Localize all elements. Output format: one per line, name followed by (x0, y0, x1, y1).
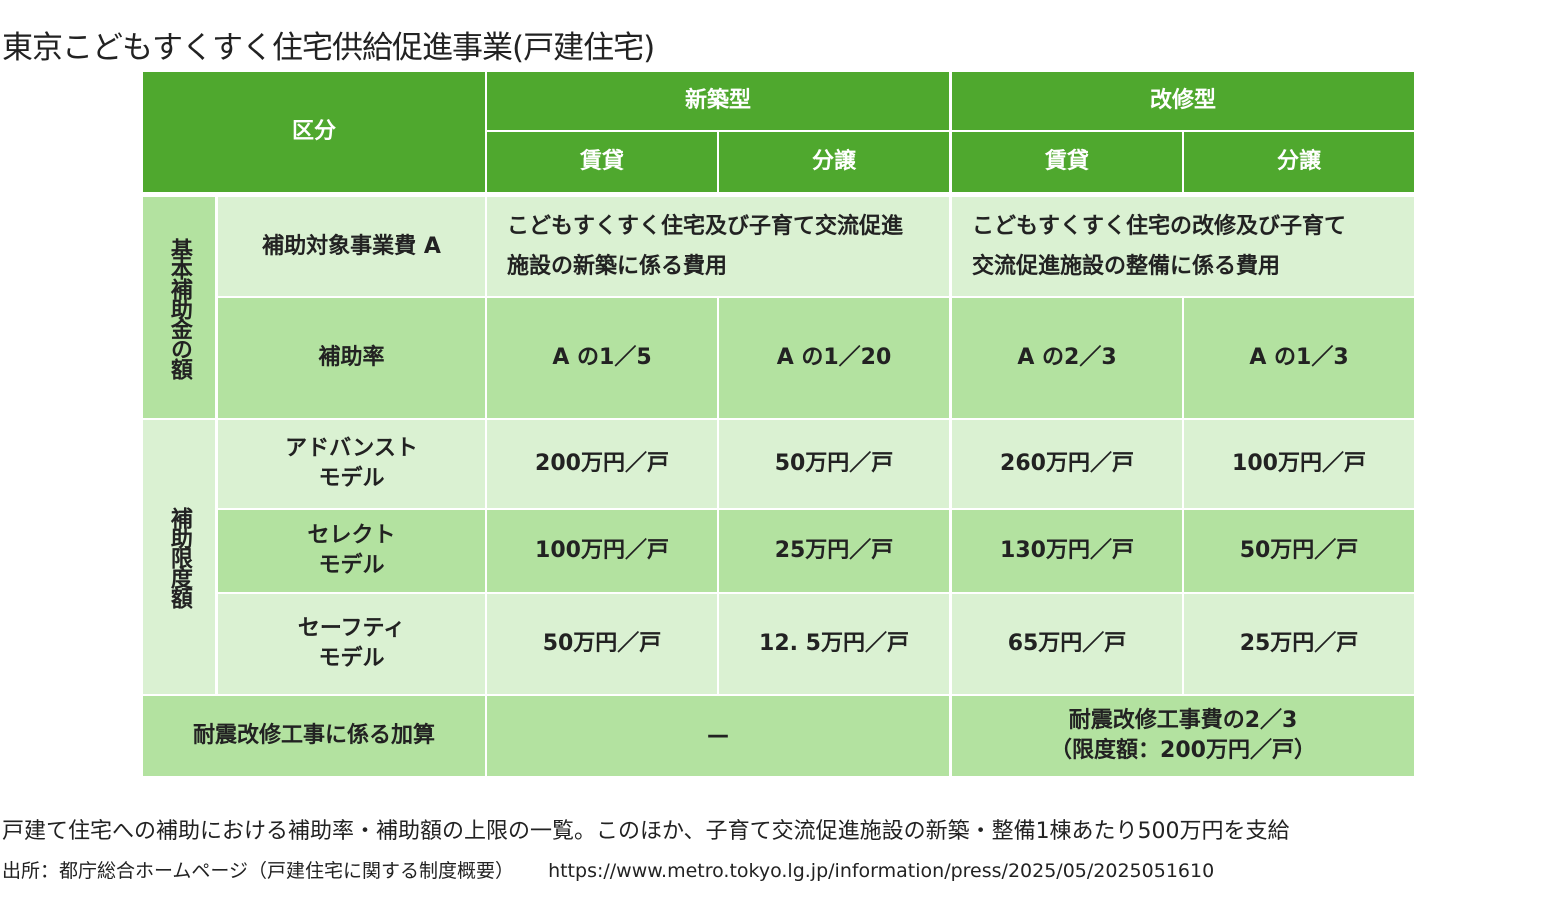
rate-value: A の1／20 (719, 298, 949, 418)
seismic-renovation: 耐震改修工事費の2／3 （限度額：200万円／戸） (952, 696, 1414, 776)
source-label: 出所：都庁総合ホームページ（戸建住宅に関する制度概要） (2, 860, 515, 882)
target-cost-renovation: こどもすくすく住宅の改修及び子育て 交流促進施設の整備に係る費用 (952, 197, 1414, 296)
page-title: 東京こどもすくすく住宅供給促進事業(戸建住宅) (2, 30, 655, 66)
group-limit: 補助限度額 (143, 420, 215, 694)
rate-label: 補助率 (218, 298, 485, 418)
limit-cell: 12. 5万円／戸 (719, 594, 949, 694)
header-reno-rental: 賃貸 (952, 132, 1182, 192)
limit-cell: 50万円／戸 (719, 420, 949, 508)
header-new-sale: 分譲 (719, 132, 949, 192)
limit-cell: 130万円／戸 (952, 510, 1182, 592)
target-cost-label: 補助対象事業費 A (218, 197, 485, 296)
header-renovation: 改修型 (952, 72, 1414, 130)
row-label-safety: セーフティ モデル (218, 594, 485, 694)
limit-cell: 25万円／戸 (1184, 594, 1414, 694)
limit-cell: 260万円／戸 (952, 420, 1182, 508)
limit-cell: 100万円／戸 (1184, 420, 1414, 508)
header-new-rental: 賃貸 (487, 132, 717, 192)
seismic-label: 耐震改修工事に係る加算 (143, 696, 485, 776)
target-cost-new-build: こどもすくすく住宅及び子育て交流促進 施設の新築に係る費用 (487, 197, 949, 296)
limit-cell: 25万円／戸 (719, 510, 949, 592)
caption: 戸建て住宅への補助における補助率・補助額の上限の一覧。このほか、子育て交流促進施… (2, 819, 1290, 844)
source: 出所：都庁総合ホームページ（戸建住宅に関する制度概要） https://www.m… (2, 856, 1214, 883)
header-category: 区分 (143, 72, 485, 192)
seismic-new-build: — (487, 696, 949, 776)
row-label-advanced: アドバンスト モデル (218, 420, 485, 508)
row-label-select: セレクト モデル (218, 510, 485, 592)
header-new-build: 新築型 (487, 72, 949, 130)
limit-cell: 100万円／戸 (487, 510, 717, 592)
group-basic: 基本補助金の額 (143, 197, 215, 418)
header-reno-sale: 分譲 (1184, 132, 1414, 192)
source-url[interactable]: https://www.metro.tokyo.lg.jp/informatio… (548, 860, 1215, 882)
limit-cell: 50万円／戸 (1184, 510, 1414, 592)
rate-value: A の1／3 (1184, 298, 1414, 418)
rate-value: A の2／3 (952, 298, 1182, 418)
limit-cell: 65万円／戸 (952, 594, 1182, 694)
limit-cell: 50万円／戸 (487, 594, 717, 694)
rate-value: A の1／5 (487, 298, 717, 418)
limit-cell: 200万円／戸 (487, 420, 717, 508)
